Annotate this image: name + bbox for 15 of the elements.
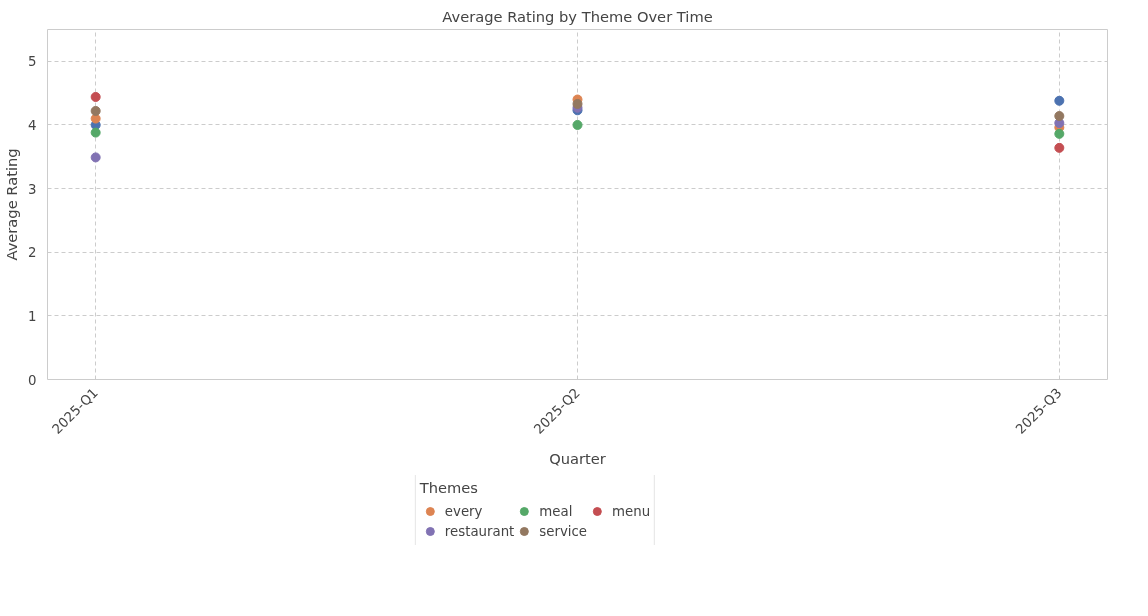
- y-tick-label: 4: [28, 117, 37, 133]
- legend-label: meal: [539, 503, 573, 519]
- legend-title: Themes: [419, 479, 479, 496]
- legend-label: menu: [612, 503, 651, 519]
- legend-label: every: [444, 503, 483, 519]
- y-axis-title: Average Rating: [3, 148, 21, 261]
- y-tick-label: 5: [28, 54, 37, 70]
- y-tick-label: 0: [28, 372, 37, 388]
- y-tick-label: 1: [28, 308, 37, 324]
- legend-label: restaurant: [444, 523, 515, 539]
- legend-label: service: [539, 523, 588, 539]
- chart-title: Average Rating by Theme Over Time: [442, 7, 713, 25]
- y-tick-label: 3: [28, 181, 37, 197]
- y-tick-label: 2: [28, 245, 37, 261]
- x-axis-title: Quarter: [549, 450, 607, 468]
